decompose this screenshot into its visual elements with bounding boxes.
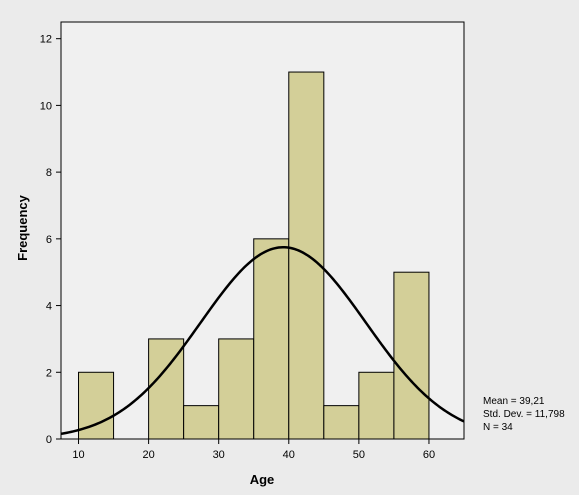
y-tick-label: 2 [46,367,52,379]
x-tick-label: 60 [423,449,435,461]
x-tick-label: 20 [142,449,154,461]
x-axis-title: Age [250,472,275,487]
x-tick-label: 50 [353,449,365,461]
y-axis-title: Frequency [15,194,30,261]
stat-n: N = 34 [483,422,513,433]
y-tick-label: 0 [46,434,52,446]
x-tick-label: 30 [213,449,225,461]
y-tick-label: 8 [46,167,52,179]
histogram-bar [218,338,255,440]
y-tick-label: 12 [40,34,52,46]
y-tick-label: 10 [40,100,52,112]
histogram-bar [358,371,395,440]
y-tick-label: 6 [46,234,52,246]
histogram-bar [323,405,360,440]
stat-mean: Mean = 39,21 [483,396,545,407]
x-tick-label: 10 [72,449,84,461]
x-tick-label: 40 [283,449,295,461]
x-axis: 10 20 30 40 50 60 [72,439,435,461]
y-axis: 0 2 4 6 8 10 12 [40,34,61,446]
histogram-bar [183,405,220,440]
stats-box: Mean = 39,21 Std. Dev. = 11,798 N = 34 [483,396,565,433]
y-tick-label: 4 [46,301,52,313]
histogram-bar [253,238,290,440]
histogram-bar [393,271,430,440]
stat-std-dev: Std. Dev. = 11,798 [483,409,565,420]
normal-curve [60,245,465,436]
